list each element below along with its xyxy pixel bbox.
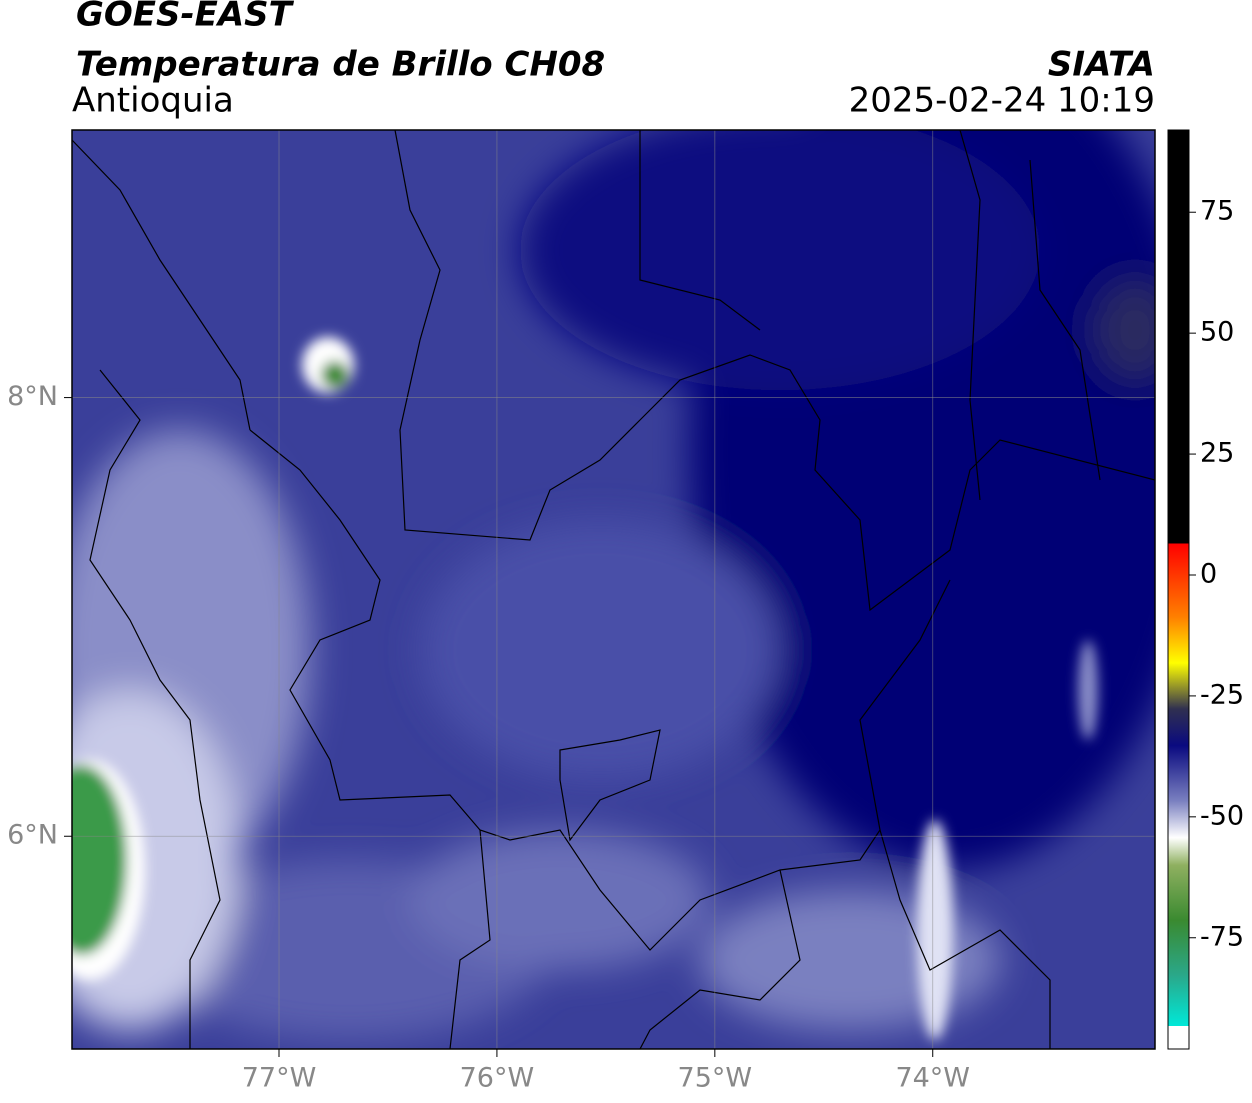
colorbar-tick-label: 25 — [1200, 438, 1234, 469]
colorbar-tick-label: -75 — [1200, 921, 1244, 952]
colorbar-tick-label: 0 — [1200, 558, 1217, 589]
source: SIATA — [1048, 45, 1155, 85]
colorbar — [1167, 129, 1190, 1050]
region: Antioquia — [72, 81, 234, 121]
map-frame — [71, 129, 1156, 1050]
colorbar-tick-label: -50 — [1200, 800, 1244, 831]
y-tick-label: 6°N — [7, 820, 58, 851]
y-tick-label: 8°N — [7, 381, 58, 412]
x-tick-label: 74°W — [895, 1063, 970, 1094]
colorbar-tick-label: -25 — [1200, 679, 1244, 710]
x-tick-label: 75°W — [678, 1063, 753, 1094]
colorbar-tick-label: 75 — [1200, 196, 1234, 227]
colorbar-tick-label: 50 — [1200, 317, 1234, 348]
datetime: 2025-02-24 10:19 — [849, 81, 1155, 121]
x-tick-label: 77°W — [242, 1063, 317, 1094]
map-field — [72, 130, 1155, 1049]
title: GOES-EAST — [76, 0, 295, 35]
subtitle: Temperatura de Brillo CH08 — [76, 45, 605, 85]
grid — [72, 130, 1155, 1049]
x-tick-label: 76°W — [460, 1063, 535, 1094]
